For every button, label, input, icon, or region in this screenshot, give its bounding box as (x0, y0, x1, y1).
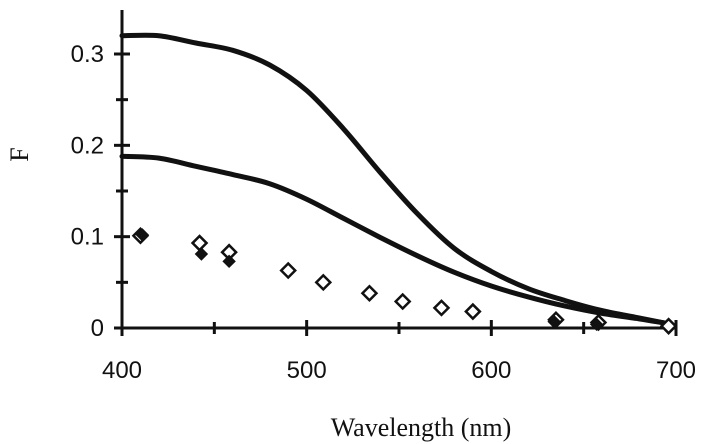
y-tick-label-0: 0 (91, 315, 104, 342)
series-line-0 (119, 32, 670, 326)
series-layer (119, 32, 670, 326)
x-tick-label-2: 600 (471, 357, 511, 384)
x-tick-label-1: 500 (287, 357, 327, 384)
y-tick-label-1: 0.1 (71, 224, 104, 251)
open-diamond-point-1 (190, 234, 209, 252)
filled-diamond-point-3 (547, 314, 561, 329)
filled-diamond-point-1 (194, 247, 209, 261)
series-line-1 (119, 153, 670, 326)
x-axis-title: Wavelength (nm) (331, 413, 512, 442)
y-axis-title: F (5, 147, 34, 161)
open-diamond-point-6 (393, 292, 412, 311)
filled-diamond-point-2 (222, 254, 236, 269)
open-diamond-point-4 (314, 273, 333, 292)
filled-diamond-point-0 (135, 228, 150, 242)
y-tick-label-3: 0.3 (71, 41, 104, 68)
points-layer (131, 226, 678, 335)
x-tick-label-0: 400 (102, 357, 142, 384)
open-diamond-point-3 (279, 261, 297, 280)
x-tick-label-3: 700 (656, 357, 696, 384)
open-diamond-point-7 (432, 299, 451, 317)
open-diamond-point-8 (464, 302, 482, 321)
ticks: 0 0.1 0.2 0.3 400 500 600 700 (71, 41, 696, 384)
y-tick-label-2: 0.2 (71, 132, 104, 159)
open-diamond-point-5 (360, 284, 379, 303)
open-diamond-point-11 (659, 317, 678, 335)
filled-diamond-point-4 (589, 317, 604, 332)
